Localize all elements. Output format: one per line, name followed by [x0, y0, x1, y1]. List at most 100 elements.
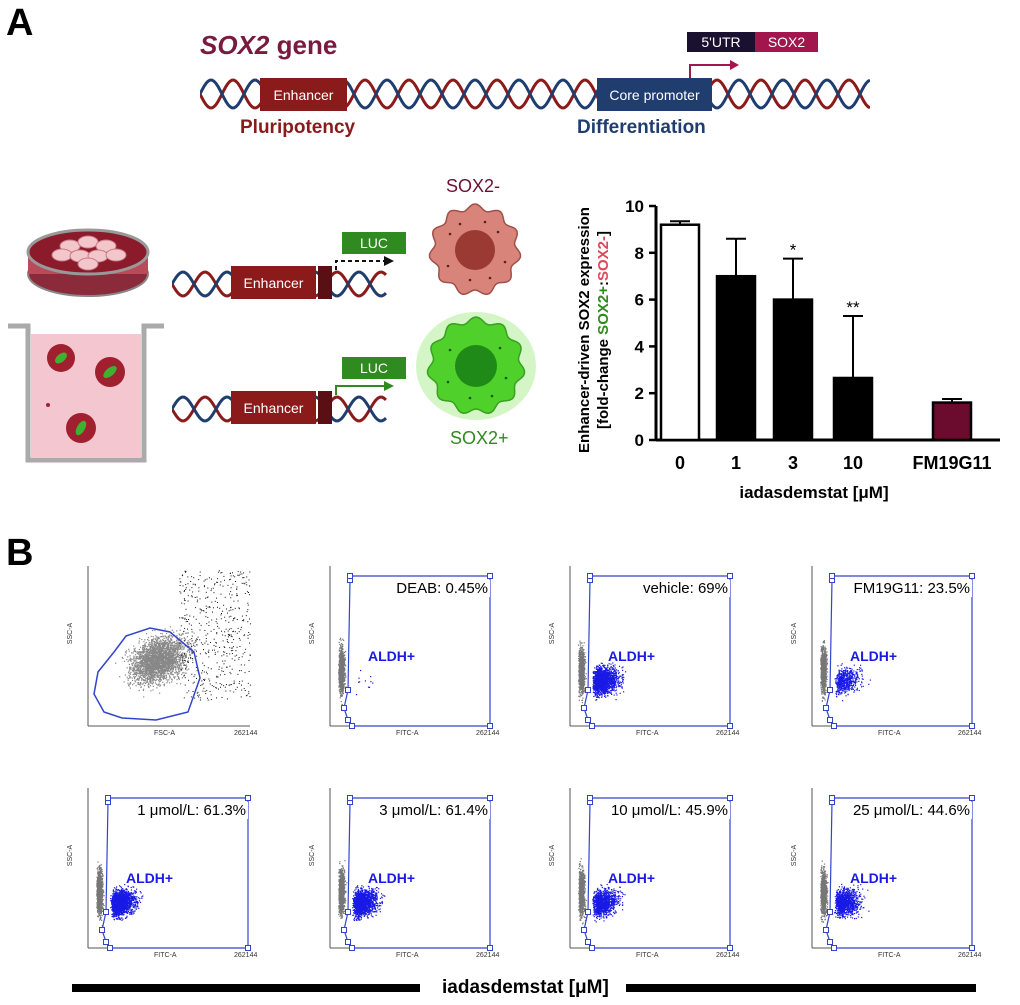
- aldh-percentage-label: 1 μmol/L: 61.3%: [135, 802, 248, 819]
- aldh-flow-scatter: [569, 788, 733, 951]
- gate-vertex: [487, 945, 493, 951]
- chart-significance: *: [790, 241, 797, 260]
- gate-vertex: [487, 723, 493, 729]
- flow-dots: [338, 860, 386, 922]
- chart-x-tick-label: 0: [675, 453, 685, 473]
- gate-vertex: [585, 939, 591, 945]
- gate-vertex: [581, 927, 587, 933]
- gate-vertex: [827, 909, 833, 915]
- flow-max-tick: 262144: [234, 952, 258, 959]
- chart-y-tick-label: 8: [635, 244, 644, 263]
- aldh-plus-label: ALDH+: [850, 870, 898, 886]
- gate-vertex: [345, 717, 351, 723]
- pluripotency-label: Pluripotency: [240, 117, 356, 138]
- gate-vertex: [487, 573, 493, 579]
- sphere-culture-well-icon: [8, 323, 164, 463]
- chart-ylabel-line1: Enhancer-driven SOX2 expression: [576, 207, 593, 453]
- gate-vertex: [349, 723, 355, 729]
- gating-plot: SSC-A FSC-A 262144: [58, 560, 257, 740]
- gate-vertex: [99, 927, 105, 933]
- chart-y-tick-label: 0: [635, 431, 644, 450]
- sox2-plus-label: SOX2+: [450, 428, 509, 448]
- aldh-percentage-label: FM19G11: 23.5%: [851, 580, 972, 597]
- flow-dots: [820, 640, 871, 702]
- sox2-minus-label: SOX2-: [446, 176, 501, 196]
- gate-vertex: [105, 795, 111, 801]
- panel-letter-b: B: [6, 532, 34, 574]
- aldh-flow-plot: 25 μmol/L: 44.6% ALDH+ SSC-A FITC-A 262144: [782, 782, 982, 962]
- gate-vertex: [347, 795, 353, 801]
- aldh-percentage-label: 3 μmol/L: 61.4%: [377, 802, 490, 819]
- flow-xlabel: FITC-A: [878, 952, 901, 959]
- luc-box-1: LUC: [342, 232, 406, 254]
- aldh-gate-polygon: [825, 797, 973, 949]
- gate-vertex: [487, 795, 493, 801]
- chart-xlabel: iadasdemstat [μM]: [739, 483, 888, 502]
- core-promoter-box: Core promoter: [597, 78, 712, 111]
- aldh-gate-polygon: [583, 797, 731, 949]
- aldh-plus-label: ALDH+: [368, 648, 416, 664]
- reporter-enhancer-box-1: Enhancer: [231, 266, 316, 299]
- gene-title-italic: SOX2: [200, 30, 270, 60]
- gate-vertex: [341, 927, 347, 933]
- flow-xlabel: FITC-A: [636, 730, 659, 737]
- flow-max-tick: 262144: [476, 730, 500, 737]
- panel-letter-a: A: [6, 2, 34, 44]
- gate-vertex: [969, 723, 975, 729]
- chart-y-tick-label: 2: [635, 384, 644, 403]
- gate-vertex: [823, 927, 829, 933]
- gate-vertex: [581, 705, 587, 711]
- gate-vertex: [587, 795, 593, 801]
- flow-dots: [820, 860, 870, 923]
- bottom-bar-left: [72, 984, 420, 992]
- aldh-gate-polygon: [583, 575, 731, 727]
- flow-ylabel: SSC-A: [309, 622, 317, 645]
- aldh-plus-label: ALDH+: [368, 870, 416, 886]
- aldh-percentage-label: 25 μmol/L: 44.6%: [850, 802, 972, 819]
- chart-bar: [832, 376, 874, 442]
- aldh-plus-label: ALDH+: [608, 870, 656, 886]
- chart-bar: [715, 274, 757, 442]
- differentiation-label: Differentiation: [577, 117, 706, 138]
- chart-x-tick-label: FM19G11: [912, 453, 991, 473]
- gate-vertex: [829, 573, 835, 579]
- gate-vertex: [587, 573, 593, 579]
- flow-xlabel: FITC-A: [878, 730, 901, 737]
- chart-x-tick-label: 1: [731, 453, 741, 473]
- dashed-arrow-icon: [335, 256, 394, 270]
- bottom-label: iadasdemstat [μM]: [442, 977, 609, 998]
- aldh-flow-scatter: [87, 788, 251, 951]
- chart-bar: [772, 298, 814, 442]
- solid-arrow-icon: [335, 381, 394, 395]
- aldh-percentage-label: DEAB: 0.45%: [394, 580, 490, 597]
- gate-vertex: [341, 705, 347, 711]
- aldh-gate-polygon: [101, 797, 249, 949]
- petri-dish-icon: [26, 228, 150, 297]
- sphere-1: [47, 344, 75, 372]
- tss-arrow-icon: [689, 60, 739, 82]
- gate-vertex: [823, 705, 829, 711]
- aldh-flow-scatter: [329, 566, 493, 729]
- chart-y-tick-label: 4: [635, 337, 645, 356]
- gate-vertex: [827, 687, 833, 693]
- gate-vertex: [827, 717, 833, 723]
- gate-vertex: [969, 795, 975, 801]
- aldh-gate-polygon: [343, 575, 491, 727]
- flow-max-tick: 262144: [476, 952, 500, 959]
- gate-vertex: [345, 939, 351, 945]
- gate-vertex: [103, 909, 109, 915]
- reporter-minimal-promoter-1: [318, 266, 332, 299]
- reporter-enhancer-box-2: Enhancer: [231, 391, 316, 424]
- gate-vertex: [347, 573, 353, 579]
- sox2-box: SOX2: [755, 32, 818, 52]
- gate-vertex: [103, 939, 109, 945]
- flow-max-tick: 262144: [958, 952, 982, 959]
- aldh-plus-label: ALDH+: [850, 648, 898, 664]
- aldh-percentage-label: 10 μmol/L: 45.9%: [608, 802, 730, 819]
- gate-vertex: [589, 723, 595, 729]
- gating-scatter: [87, 566, 251, 727]
- flow-max-tick: 262144: [716, 952, 740, 959]
- flow-dots: [338, 637, 374, 706]
- chart-y-tick-label: 6: [635, 291, 644, 310]
- flow-xlabel: FITC-A: [636, 952, 659, 959]
